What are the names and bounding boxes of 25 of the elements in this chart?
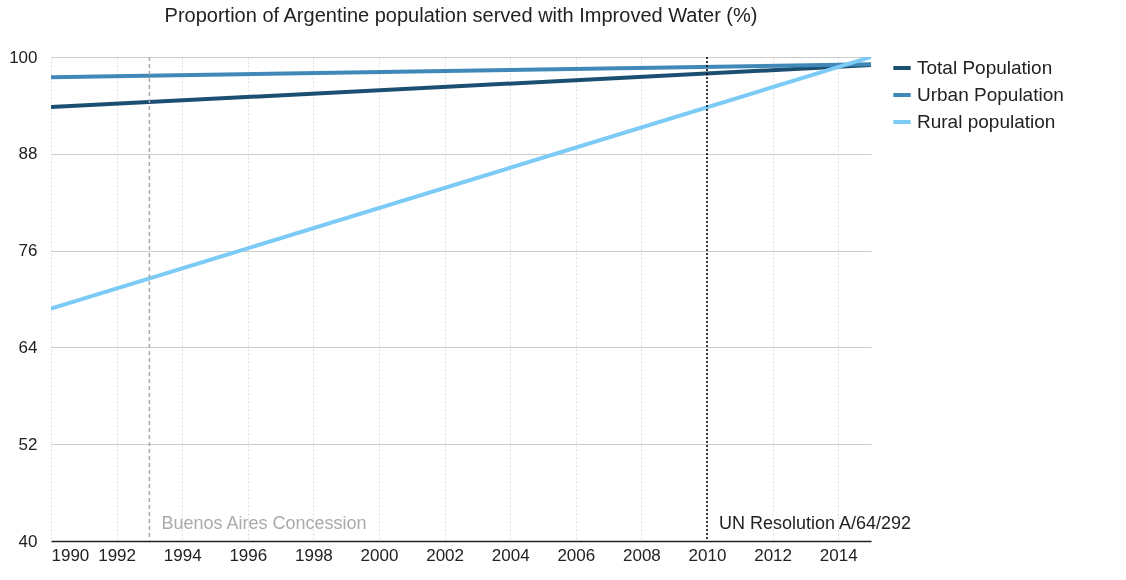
y-tick-label: 88 [18, 144, 38, 164]
x-tick-label: 1992 [98, 545, 137, 565]
y-tick-label: 76 [18, 241, 38, 261]
legend-label: Total Population [917, 57, 1053, 78]
legend-label: Rural population [917, 111, 1056, 132]
y-tick-label: 64 [18, 337, 38, 357]
x-tick-label: 2008 [622, 545, 661, 565]
x-tick-label: 2006 [557, 545, 596, 565]
chart-title: Proportion of Argentine population served with Improved Water (%) [164, 4, 758, 26]
x-tick-label: 2004 [491, 545, 530, 565]
x-tick-label: 2012 [754, 545, 793, 565]
y-tick-label: 100 [9, 47, 38, 67]
x-tick-label: 2010 [688, 545, 727, 565]
x-tick-label: 1994 [163, 545, 202, 565]
ref-line-label: UN Resolution A/64/292 [719, 513, 912, 533]
legend-label: Urban Population [917, 84, 1064, 105]
x-tick-label: 2000 [360, 545, 399, 565]
x-tick-label: 1998 [294, 545, 333, 565]
ref-line-label: Buenos Aires Concession [161, 513, 367, 533]
x-tick-label: 1996 [229, 545, 268, 565]
x-tick-label: 2002 [426, 545, 465, 565]
x-tick-label: 2014 [819, 545, 858, 565]
y-tick-label: 52 [18, 434, 38, 454]
y-tick-label: 40 [18, 531, 38, 551]
x-tick-label: 1990 [51, 545, 90, 565]
